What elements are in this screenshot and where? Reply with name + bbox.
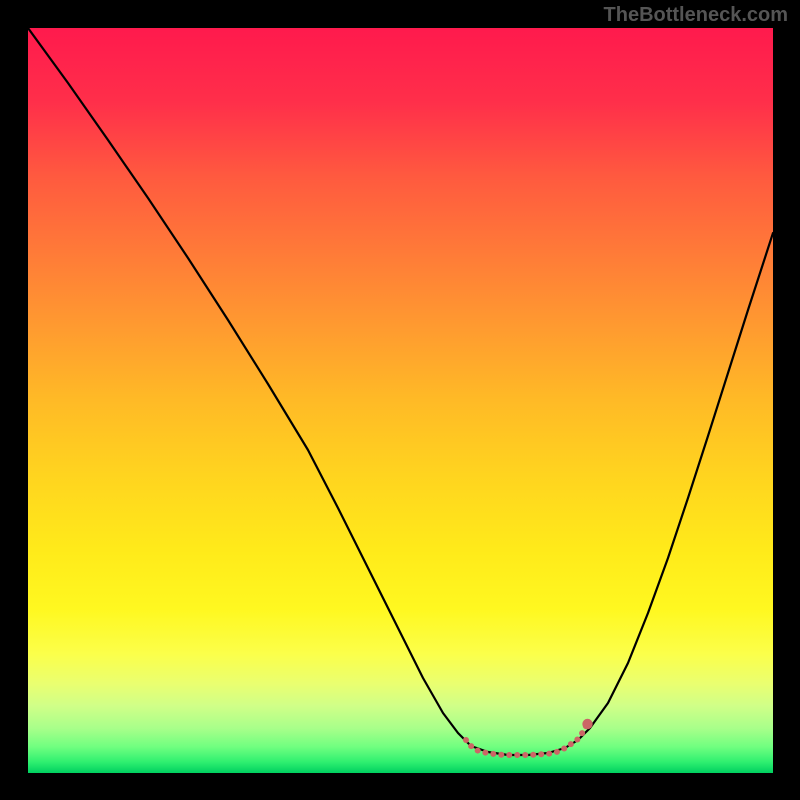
valley-dot bbox=[554, 749, 560, 755]
plot-area bbox=[28, 28, 773, 773]
watermark-text: TheBottleneck.com bbox=[604, 4, 788, 27]
end-marker-dot bbox=[582, 719, 592, 729]
curve-layer bbox=[28, 28, 773, 773]
valley-dot bbox=[506, 752, 512, 758]
valley-dot bbox=[468, 743, 474, 749]
valley-dot bbox=[522, 752, 528, 758]
valley-dot bbox=[530, 752, 536, 758]
valley-dot bbox=[498, 752, 504, 758]
valley-dot bbox=[463, 737, 469, 743]
valley-dot bbox=[546, 751, 552, 757]
main-curve bbox=[28, 28, 773, 755]
valley-dot bbox=[538, 751, 544, 757]
valley-dot bbox=[490, 751, 496, 757]
valley-dot bbox=[574, 737, 580, 743]
valley-dot bbox=[579, 730, 585, 736]
valley-dot bbox=[475, 748, 481, 754]
valley-dot bbox=[514, 752, 520, 758]
valley-dot bbox=[561, 746, 567, 752]
chart-container: TheBottleneck.com bbox=[0, 0, 800, 800]
valley-dot bbox=[568, 741, 574, 747]
valley-dot bbox=[482, 750, 488, 756]
